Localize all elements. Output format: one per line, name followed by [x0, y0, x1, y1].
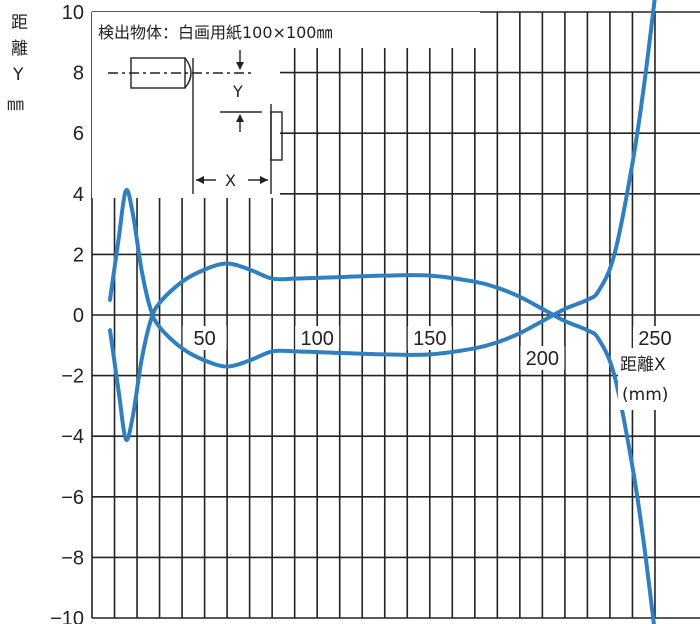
x-tick-label-background — [632, 326, 677, 350]
y-tick-label: −8 — [61, 547, 84, 569]
x-axis-unit: (mm) — [622, 385, 668, 405]
series — [108, 0, 657, 624]
x-arrowhead-right-icon — [260, 176, 268, 184]
x-arrowhead-left-icon — [196, 176, 204, 184]
x-tick-label: 200 — [526, 348, 559, 370]
x-axis-label-background — [618, 348, 700, 410]
y-tick-label: 4 — [73, 184, 84, 206]
chart-title: 検出物体：白画用紙100×100㎜ — [98, 23, 333, 42]
y-axis-label-2: 離 — [11, 39, 28, 59]
x-tick-label: 50 — [193, 328, 215, 350]
x-tick-label: 100 — [300, 328, 333, 350]
y-tick-label: 0 — [73, 305, 84, 327]
x-tick-label-background — [407, 326, 452, 350]
y-tick-labels: 10 8 6 4 2 0 −2 −4 −6 −8 −10 — [50, 2, 84, 624]
x-tick-label-background — [520, 346, 565, 370]
y-tick-label: −2 — [61, 366, 84, 388]
x-tick-labels: 50 100 150 200 250 — [182, 326, 677, 370]
title-background — [92, 12, 480, 48]
x-tick-label: 250 — [638, 328, 671, 350]
x-axis-label: 距離X — [620, 355, 666, 375]
x-tick-label: 150 — [413, 328, 446, 350]
target-object-icon — [270, 111, 283, 161]
inset-background — [92, 48, 280, 198]
inset-diagram: 検出物体：白画用紙100×100㎜ Y X — [92, 12, 480, 198]
series-line-2 — [108, 261, 656, 624]
y-tick-label: 10 — [62, 2, 84, 24]
y-tick-label: 2 — [73, 244, 84, 266]
y-tick-label: 8 — [73, 63, 84, 85]
y-tick-label: 6 — [73, 123, 84, 145]
y-axis-label-3: Y — [12, 65, 24, 85]
y-axis-label-1: 距 — [11, 13, 28, 33]
x-tick-label-background — [182, 326, 227, 350]
x-tick-label-background — [295, 326, 340, 350]
inset-y-label: Y — [232, 82, 243, 101]
y-tick-label: −6 — [61, 487, 84, 509]
y-axis-label-4: ㎜ — [7, 95, 24, 115]
y-arrowhead-down-icon — [236, 62, 244, 70]
y-tick-label: −4 — [61, 426, 84, 448]
y-arrowhead-up-icon — [236, 114, 244, 122]
y-tick-label: −10 — [50, 608, 84, 624]
sensor-lens-icon — [184, 57, 192, 89]
series-line-1 — [108, 0, 657, 369]
inset-x-label: X — [225, 171, 236, 190]
